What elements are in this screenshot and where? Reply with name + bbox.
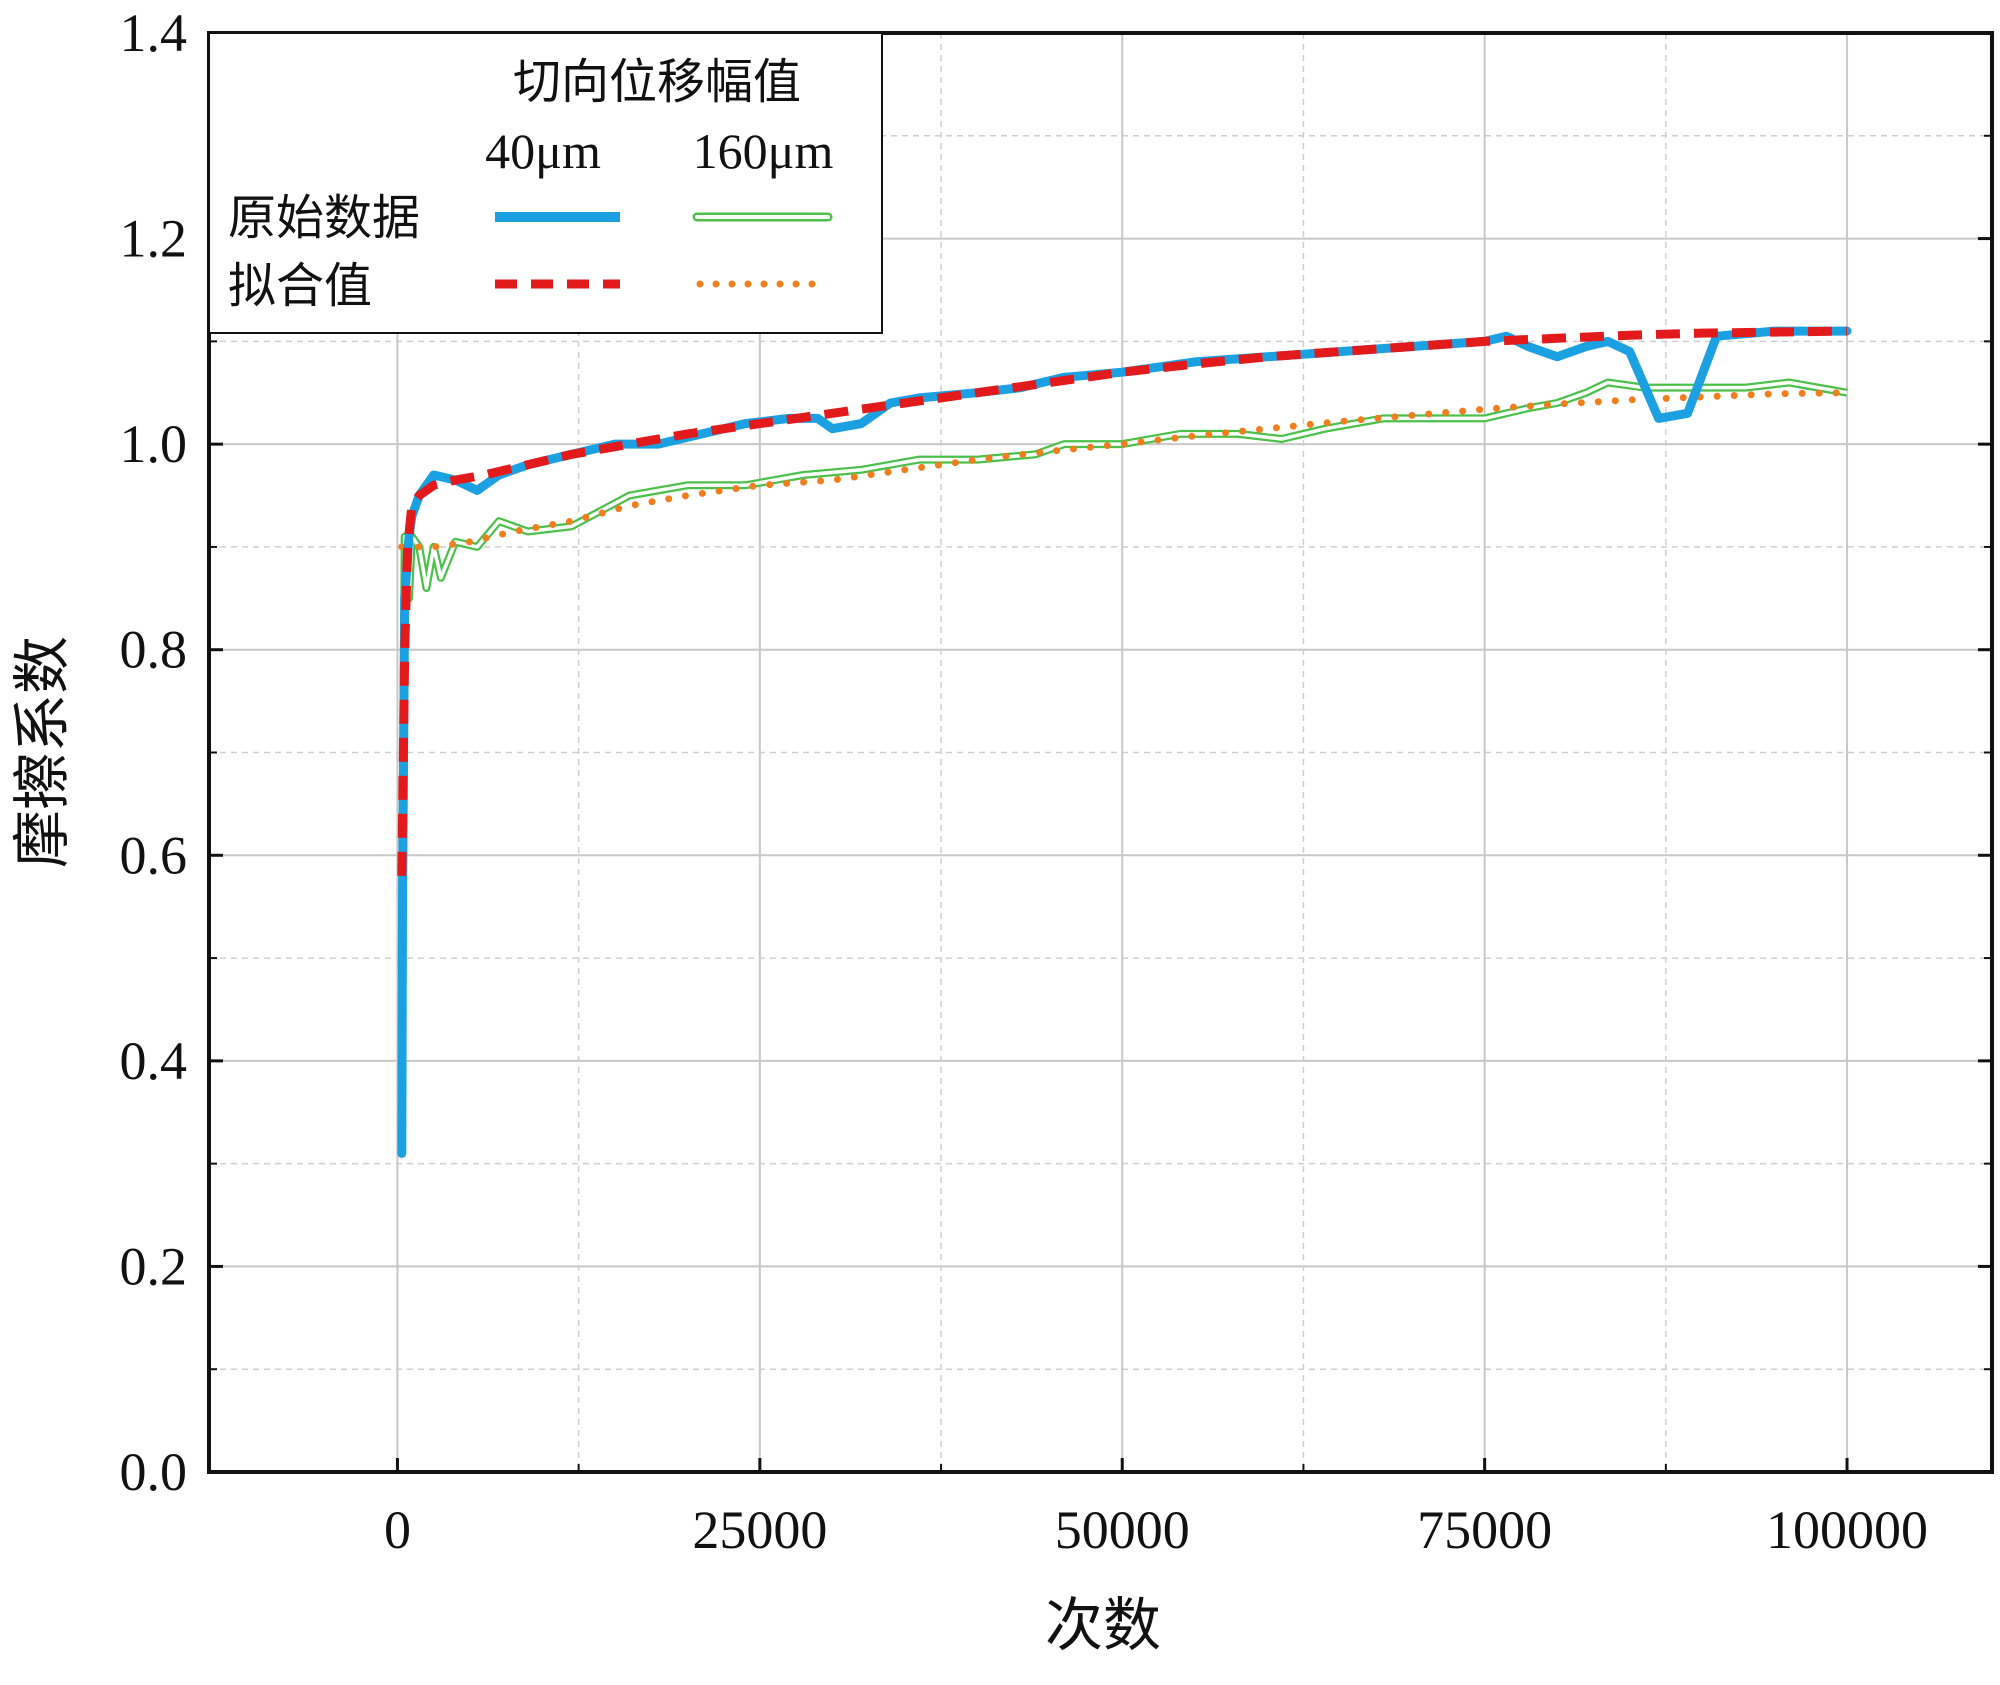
y-tick-label: 1.4 (120, 3, 188, 63)
legend-row-raw: 原始数据 (228, 190, 420, 246)
y-tick-label: 1.0 (120, 414, 188, 474)
y-tick-label: 0.6 (120, 825, 188, 885)
y-tick-label: 1.2 (120, 209, 188, 269)
x-tick-label: 25000 (692, 1500, 827, 1560)
legend-row-fit: 拟合值 (228, 258, 372, 314)
legend-col-160: 160μm (693, 123, 834, 179)
series-line-fit-40 (397, 326, 1848, 876)
x-tick-label: 50000 (1055, 1500, 1190, 1560)
x-tick-label: 0 (384, 1500, 411, 1560)
x-tick-label: 100000 (1766, 1500, 1928, 1560)
ticks (209, 31, 1992, 1474)
y-tick-label: 0.0 (120, 1442, 188, 1502)
tick-labels: 0.0 0.2 0.4 0.6 0.8 1.0 1.2 1.4 0 25000 50000 75000… (120, 3, 1929, 1560)
legend-col-40: 40μm (485, 123, 601, 179)
series-layer (397, 326, 1852, 1158)
y-tick-label: 0.2 (120, 1236, 188, 1296)
y-axis-title: 摩擦系数 (8, 636, 76, 868)
x-tick-label: 75000 (1417, 1500, 1552, 1560)
legend-title: 切向位移幅值 (513, 54, 801, 110)
x-axis-title: 次数 (1045, 1591, 1161, 1659)
y-tick-label: 0.4 (120, 1031, 188, 1091)
legend: 切向位移幅值 40μm 160μm 原始数据 拟合值 (208, 32, 883, 334)
series-line-raw-160-inner (400, 380, 1848, 969)
y-tick-label: 0.8 (120, 620, 188, 680)
